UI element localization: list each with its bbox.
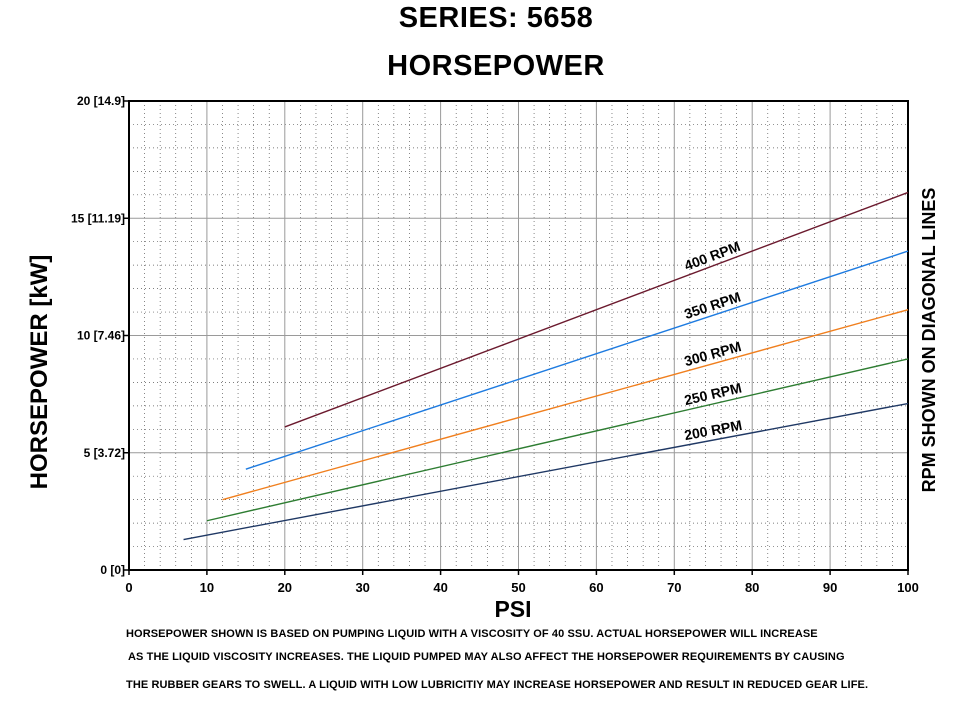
horsepower-chart: 0 [0] 5 [3.72] 10 [7.46] 15 [11.19] 20 [14.9… [26,94,939,622]
series-line-400-rpm [284,191,909,428]
y-tick-label: 5 [3.72] [84,446,125,460]
series-line-200-rpm [183,402,909,541]
x-tick-label: 10 [200,580,214,595]
y-axis-label: HORSEPOWER [kW] [26,255,53,490]
x-tick-label: 20 [278,580,292,595]
series-label: 400 RPM [682,238,742,274]
series-line-300-rpm [222,309,909,501]
x-tick-label: 90 [823,580,837,595]
y-tick-label: 10 [7.46] [77,329,125,343]
y-tick-label: 0 [0] [100,563,125,577]
chart-title: SERIES: 5658 [398,2,594,34]
footnote-line-2: AS THE LIQUID VISCOSITY INCREASES. THE L… [128,651,845,663]
footnote-line-3: THE RUBBER GEARS TO SWELL. A LIQUID WITH… [126,679,869,691]
x-tick-label: 80 [745,580,759,595]
x-tick-label: 70 [667,580,681,595]
footnote-line-1: HORSEPOWER SHOWN IS BASED ON PUMPING LIQ… [126,628,818,640]
x-tick-label: 40 [433,580,447,595]
series-line-250-rpm [206,358,909,522]
x-tick-label: 50 [511,580,525,595]
x-tick-label: 100 [897,580,919,595]
x-tick-label: 60 [589,580,603,595]
chart-subtitle: HORSEPOWER [387,50,605,82]
y-tick-label: 15 [11.19] [71,211,125,225]
x-axis-label: PSI [494,596,531,622]
x-tick-label: 30 [355,580,369,595]
right-axis-label: RPM SHOWN ON DIAGONAL LINES [919,188,939,493]
series-line-350-rpm [245,250,909,470]
y-tick-label: 20 [14.9] [77,94,125,108]
series-label: 350 RPM [682,289,742,322]
x-tick-label: 0 [125,580,132,595]
series-label: 200 RPM [683,417,743,443]
